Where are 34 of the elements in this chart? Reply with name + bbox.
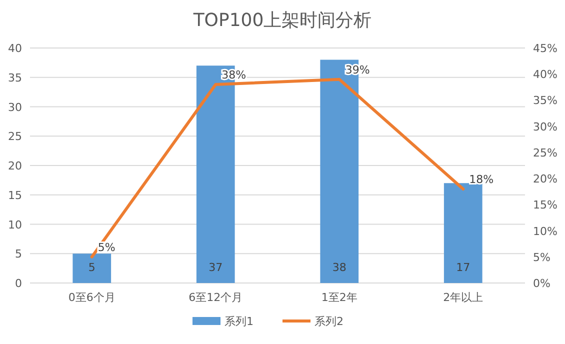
legend-label: 系列1: [224, 315, 254, 328]
y-tick-label: 15: [8, 188, 22, 202]
y-tick-label: 0: [15, 277, 22, 290]
y2-tick-label: 40%: [533, 68, 558, 82]
x-tick-label: 6至12个月: [188, 291, 243, 304]
y2-tick-label: 20%: [533, 172, 558, 186]
y2-tick-label: 25%: [533, 146, 558, 160]
y-tick-label: 40: [8, 42, 22, 55]
legend-label: 系列2: [314, 315, 344, 328]
data-label: 17: [456, 261, 470, 274]
y-tick-label: 35: [8, 71, 22, 84]
bar: [444, 183, 482, 283]
y2-tick-label: 30%: [533, 120, 558, 134]
y-tick-label: 25: [8, 130, 22, 144]
data-label: 18%: [469, 173, 494, 186]
y2-tick-label: 35%: [533, 94, 558, 108]
line-series: [90, 78, 465, 258]
y-tick-label: 20: [8, 160, 22, 172]
x-tick-label: 1至2年: [321, 291, 358, 304]
y2-tick-label: 45%: [533, 42, 558, 55]
y2-tick-label: 0%: [533, 277, 550, 290]
data-label: 5: [88, 261, 96, 274]
y2-tick-label: 10%: [533, 224, 558, 238]
y-tick-label: 5: [15, 248, 22, 261]
bar: [72, 254, 112, 283]
data-label: 37: [208, 261, 223, 274]
x-tick-label: 0至6个月: [68, 291, 116, 304]
y2-tick-label: 15%: [533, 198, 558, 212]
chart-title: TOP100上架时间分析: [192, 10, 372, 31]
y2-tick-label: 5%: [533, 250, 550, 264]
y-tick-label: 10: [8, 218, 22, 232]
x-tick-label: 2年以上: [443, 291, 484, 304]
data-label: 38: [332, 261, 346, 274]
y-tick-label: 30: [8, 100, 22, 114]
